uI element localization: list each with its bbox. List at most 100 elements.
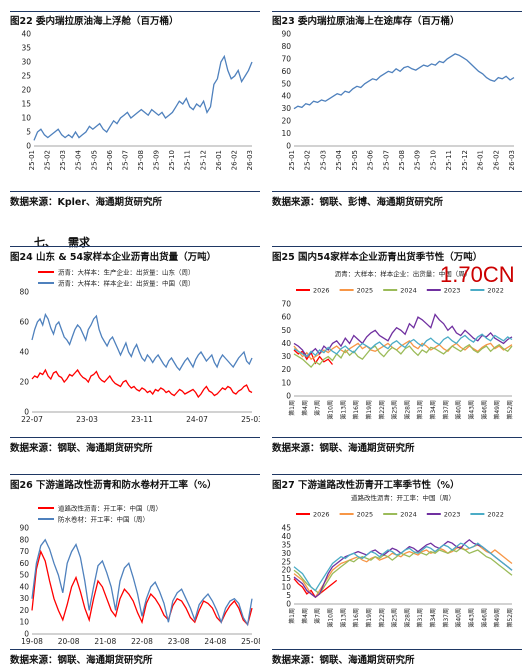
fig25-source: 数据来源：钢联、海通期货研究所 bbox=[272, 443, 415, 454]
y-tick-label: 20 bbox=[281, 365, 291, 374]
x-tick-label: 25-05 bbox=[90, 150, 98, 170]
y-tick-label: 10 bbox=[281, 129, 291, 138]
y-tick-label: 20 bbox=[19, 378, 29, 387]
y-tick-label: 90 bbox=[281, 30, 291, 39]
fig23-chart: 0 10 20 30 40 50 60 70 80 90 25-01 25-02 25-03 25-04 2… bbox=[281, 30, 516, 171]
y-tick-label: 0 bbox=[286, 600, 291, 609]
y-tick-label: 50 bbox=[281, 79, 291, 88]
x-tick-label: 第10周 bbox=[326, 608, 334, 628]
y-tick-label: 25 bbox=[21, 72, 31, 81]
fig26-source: 数据来源：钢联、海通期货研究所 bbox=[10, 655, 153, 666]
x-tick-label: 第7周 bbox=[314, 400, 322, 416]
y-tick-label: 0 bbox=[24, 408, 29, 417]
x-tick-label: 第40周 bbox=[455, 400, 463, 420]
y-tick-label: 20 bbox=[21, 86, 31, 95]
y-tick-label: 35 bbox=[21, 44, 31, 53]
x-tick-label: 第25周 bbox=[391, 400, 399, 420]
x-tick-label: 第10周 bbox=[326, 400, 334, 420]
x-tick-label: 第31周 bbox=[416, 608, 424, 628]
legend-label: 2023 bbox=[444, 511, 461, 519]
x-tick-label: 第52周 bbox=[506, 608, 514, 628]
y-tick-label: 70 bbox=[19, 547, 29, 556]
fig22-source: 数据来源：Kpler、海通期货研究所 bbox=[10, 197, 163, 208]
series-line-2025 bbox=[293, 339, 513, 361]
legend-label: 2023 bbox=[444, 287, 461, 295]
series-line-main bbox=[33, 54, 253, 141]
x-tick-label: 25-08 bbox=[241, 637, 260, 646]
fig24-title: 图24 山东 & 54家样本企业沥青出货量（万吨） bbox=[10, 252, 217, 263]
series-line-防水卷材：开工率：中国（周） bbox=[31, 538, 253, 627]
x-tick-label: 25-03 bbox=[319, 150, 327, 170]
legend-label: 防水卷材：开工率：中国（周） bbox=[58, 515, 149, 524]
fig27-source: 数据来源：钢联、海通期货研究所 bbox=[272, 655, 415, 666]
y-tick-label: 40 bbox=[281, 532, 291, 541]
fig24-chart: 0 20 40 60 80 22-07 23-03 23-11 24-07 25-03 沥青：大样本… bbox=[19, 268, 260, 425]
x-tick-label: 25-07 bbox=[121, 150, 129, 170]
series-line-道路改性沥青：开工率：中国（周） bbox=[31, 549, 253, 626]
x-tick-label: 第19周 bbox=[365, 400, 373, 420]
y-tick-label: 0 bbox=[286, 142, 291, 151]
y-tick-label: 10 bbox=[281, 378, 291, 387]
x-tick-label: 25-09 bbox=[153, 150, 161, 170]
y-tick-label: 30 bbox=[281, 104, 291, 113]
y-tick-label: 80 bbox=[19, 535, 29, 544]
x-tick-label: 23-11 bbox=[131, 415, 153, 424]
y-tick-label: 35 bbox=[281, 540, 291, 549]
legend-label: 2024 bbox=[400, 287, 417, 295]
x-tick-label: 25-02 bbox=[44, 150, 52, 170]
legend-label: 2022 bbox=[487, 287, 504, 295]
series-line-2024 bbox=[293, 547, 513, 595]
x-tick-label: 26-01 bbox=[215, 150, 223, 170]
fig26-chart: 0 10 20 30 40 50 60 70 80 90 19-08 20-08 21-08 22-08 2… bbox=[19, 504, 260, 647]
legend-label: 2022 bbox=[487, 511, 504, 519]
x-tick-label: 第25周 bbox=[391, 608, 399, 628]
legend-label: 道路改性沥青：开工率：中国（周） bbox=[58, 504, 162, 513]
x-tick-label: 第7周 bbox=[314, 608, 322, 624]
x-tick-label: 第13周 bbox=[339, 608, 347, 628]
x-tick-label: 第49周 bbox=[493, 608, 501, 628]
x-tick-label: 23-08 bbox=[168, 637, 190, 646]
y-tick-label: 90 bbox=[19, 524, 29, 533]
fig24-source: 数据来源：钢联、海通期货研究所 bbox=[10, 443, 153, 454]
chart-subtitle: 沥青：大样本：样本企业：出货量：中国（周） bbox=[335, 269, 472, 278]
fig27-title: 图27 下游道路改性沥青开工率季节性（%） bbox=[272, 480, 460, 491]
x-tick-label: 26-03 bbox=[508, 150, 516, 170]
x-tick-label: 23-03 bbox=[76, 415, 98, 424]
x-tick-label: 22-07 bbox=[21, 415, 43, 424]
y-tick-label: 40 bbox=[21, 30, 31, 39]
x-tick-label: 第28周 bbox=[403, 608, 411, 628]
legend-label: 2026 bbox=[313, 287, 330, 295]
watermark: 1.70CN bbox=[440, 262, 515, 287]
y-tick-label: 60 bbox=[281, 67, 291, 76]
y-tick-label: 20 bbox=[281, 117, 291, 126]
series-line-沥青：大样本：样本企业：出货量：中国（周） bbox=[31, 312, 253, 372]
x-tick-label: 20-08 bbox=[58, 637, 80, 646]
y-tick-label: 5 bbox=[26, 128, 31, 137]
y-tick-label: 0 bbox=[24, 630, 29, 639]
y-tick-label: 15 bbox=[281, 574, 291, 583]
x-tick-label: 第31周 bbox=[416, 400, 424, 420]
y-tick-label: 70 bbox=[281, 300, 291, 309]
x-tick-label: 25-07 bbox=[382, 150, 390, 170]
x-tick-label: 19-08 bbox=[21, 637, 43, 646]
y-tick-label: 60 bbox=[281, 313, 291, 322]
x-tick-label: 第46周 bbox=[480, 400, 488, 420]
y-tick-label: 30 bbox=[19, 594, 29, 603]
x-tick-label: 25-06 bbox=[106, 149, 114, 170]
y-tick-label: 10 bbox=[21, 114, 31, 123]
x-tick-label: 25-05 bbox=[351, 150, 359, 170]
y-tick-label: 40 bbox=[281, 92, 291, 101]
fig27-chart: 051015202530354045第1周 第4周 第7周 第10周 第13周 第16周第… bbox=[281, 493, 514, 628]
x-tick-label: 24-07 bbox=[186, 415, 208, 424]
y-tick-label: 15 bbox=[21, 100, 31, 109]
legend-label: 2025 bbox=[357, 511, 374, 519]
x-tick-label: 25-03 bbox=[241, 415, 260, 424]
y-tick-label: 0 bbox=[26, 142, 31, 151]
x-tick-label: 25-10 bbox=[168, 150, 176, 170]
x-tick-label: 21-08 bbox=[94, 637, 116, 646]
fig26-title: 图26 下游道路改性沥青和防水卷材开工率（%） bbox=[10, 480, 217, 491]
x-tick-label: 22-08 bbox=[131, 637, 153, 646]
y-tick-label: 40 bbox=[19, 348, 29, 357]
y-tick-label: 80 bbox=[281, 42, 291, 51]
x-tick-label: 26-02 bbox=[230, 150, 238, 170]
